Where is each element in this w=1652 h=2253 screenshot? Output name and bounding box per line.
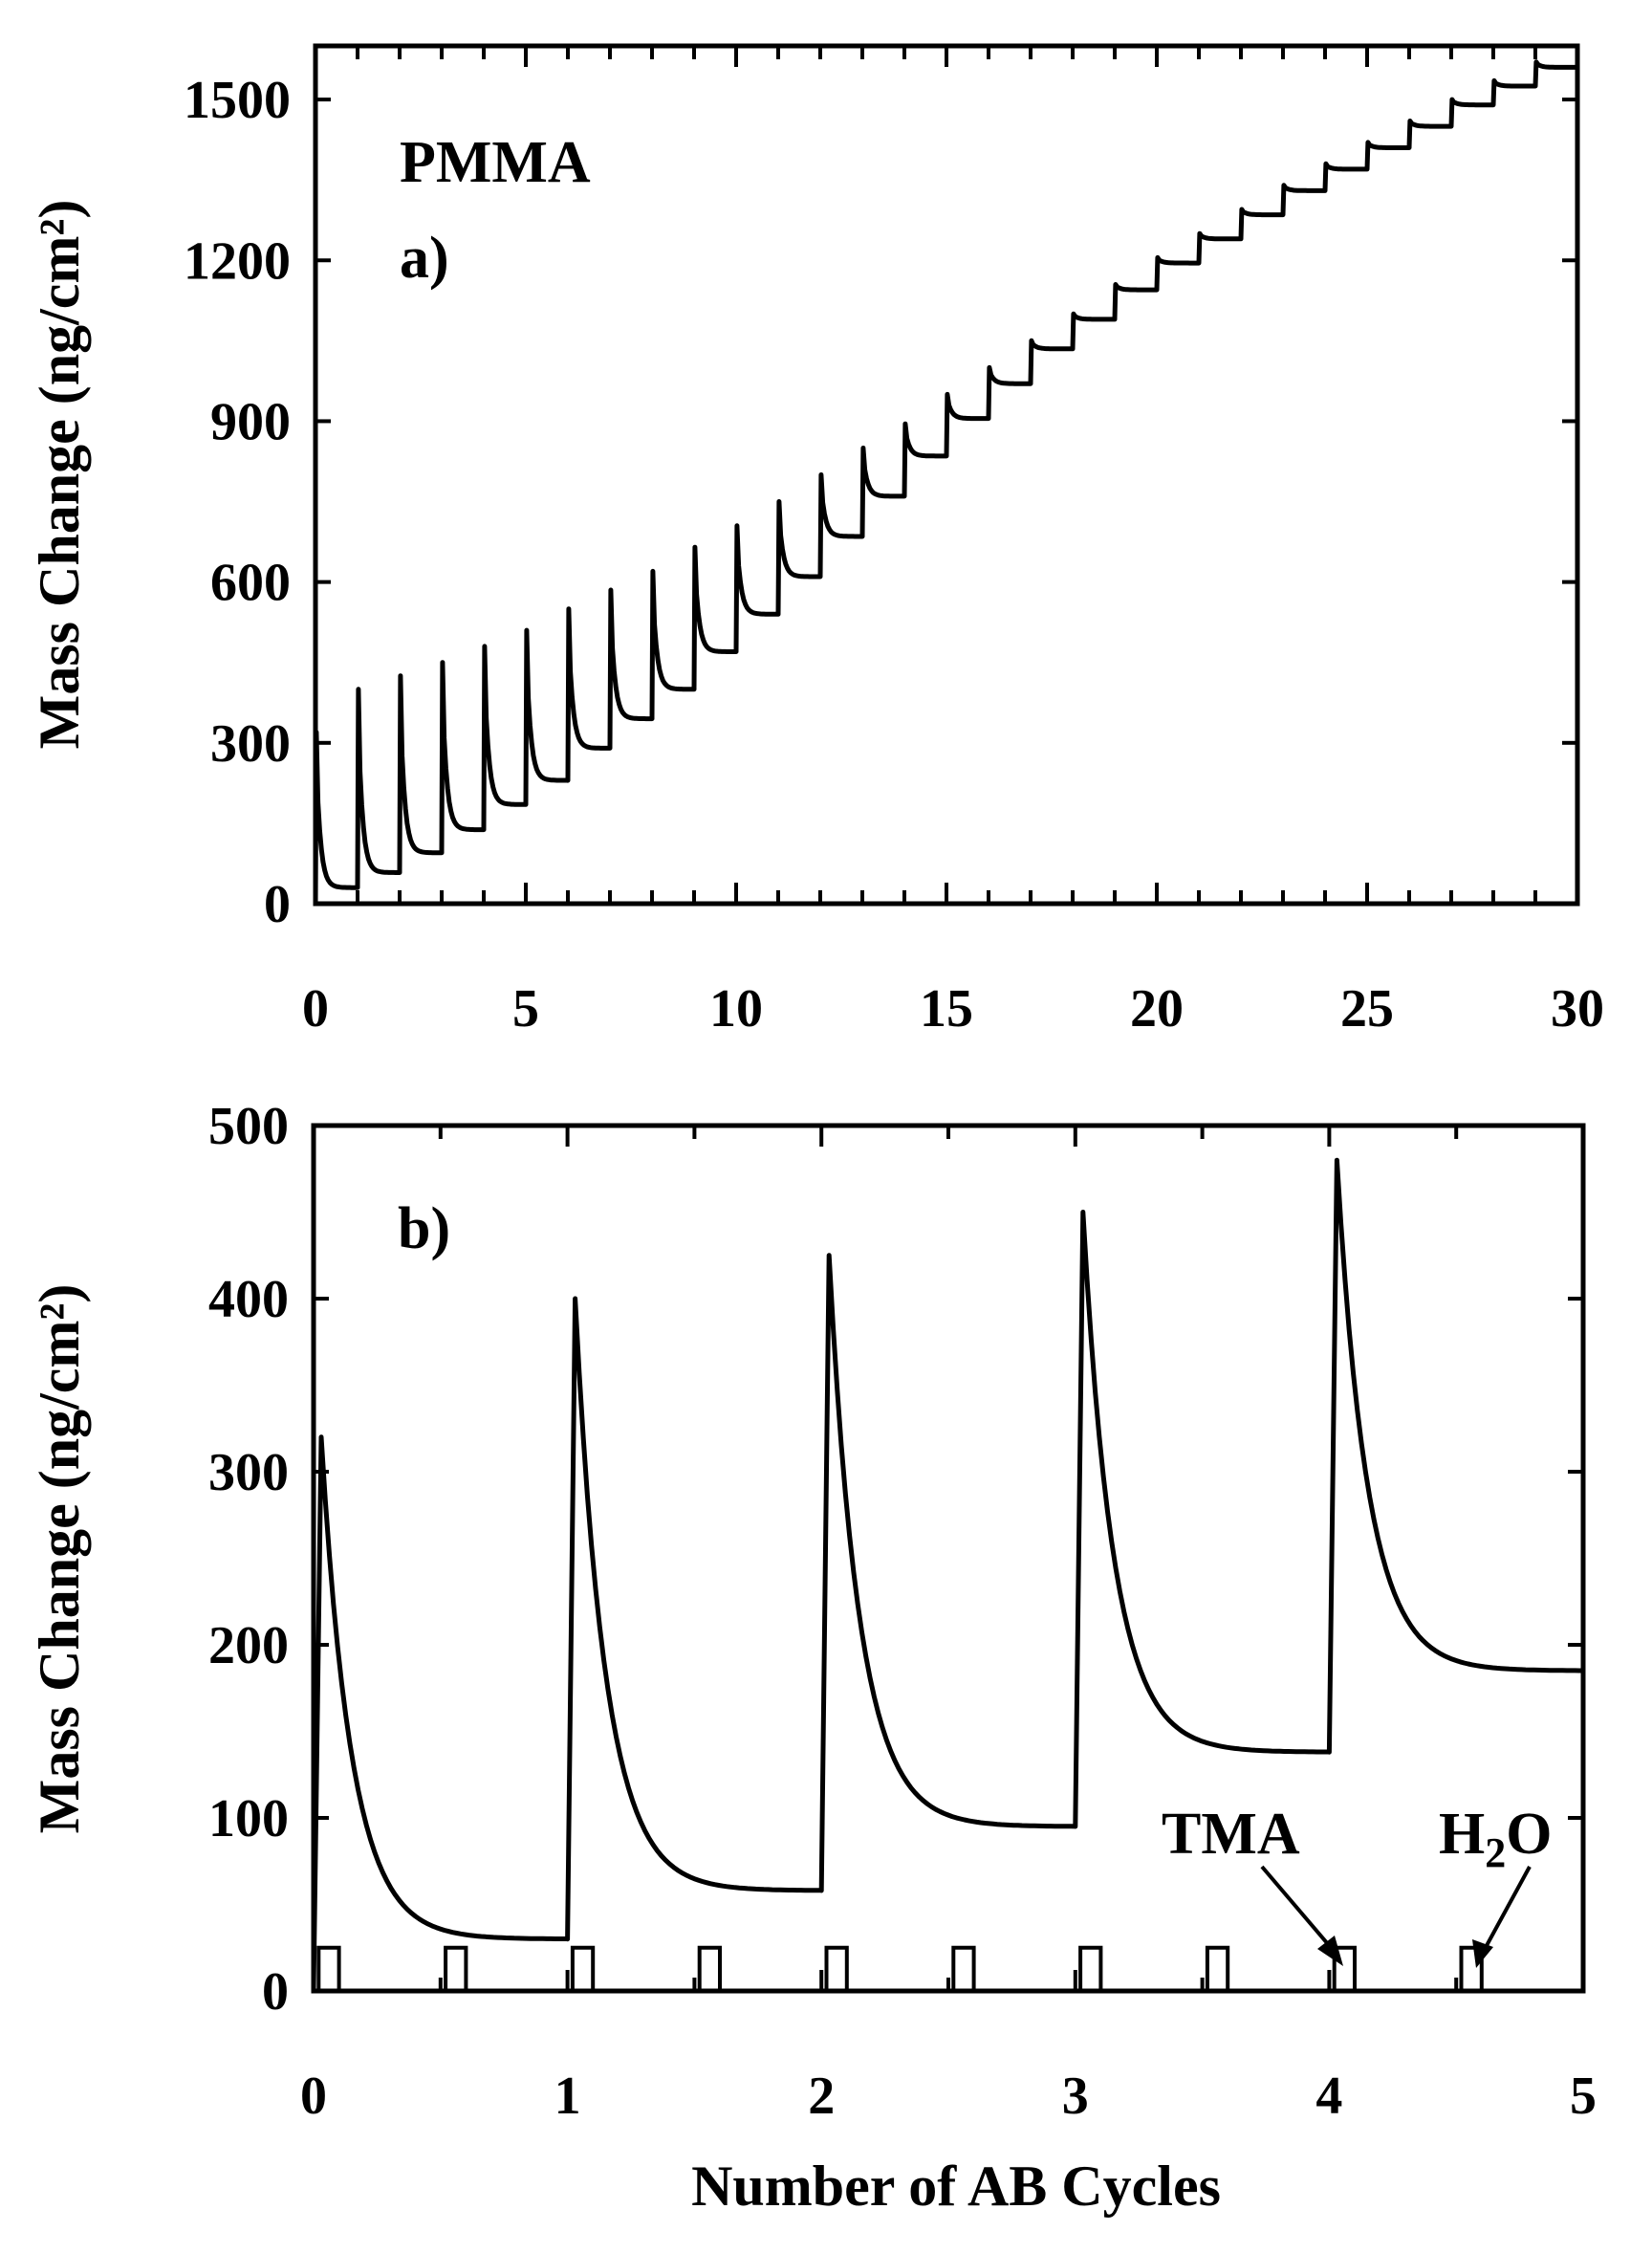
panel-b-y-tick-label: 400 [208,1270,289,1329]
panel-a-y-tick-label: 300 [210,714,291,774]
tma-arrow-head [1317,1936,1343,1966]
panel-a-y-tick-label: 0 [264,875,291,934]
panel-b-mass-change-series [311,1157,1583,1992]
x-axis-title: Number of AB Cycles [691,2155,1221,2218]
panel-b-y-tick-label: 0 [262,1962,289,2022]
panel-b-x-tick-label: 4 [1315,2067,1342,2126]
panel-b-y-ticks: 0 100 200 300 400 500 [208,1097,1583,2022]
panel-a-x-tick-label: 25 [1340,979,1394,1039]
pulse-marker-h2o [1205,1945,1230,1991]
pulse-marker-h2o [951,1945,976,1991]
panel-b-label: b) [398,1196,450,1261]
panel-a-y-tick-label: 900 [210,392,291,451]
panel-a-y-tick-label: 1500 [184,71,291,130]
pulse-marker-h2o [1459,1945,1484,1991]
tma-arrow-line [1260,1865,1336,1953]
panel-a-x-tick-label: 0 [302,979,329,1039]
panel-a-y-tick-label: 1200 [184,231,291,291]
panel-b-x-tick-label: 1 [554,2067,581,2126]
panel-a-label: a) [400,226,449,291]
panel-b-x-tick-label: 0 [300,2067,327,2126]
panel-b-plot-frame [311,1123,1586,1994]
panel-b-y-axis-title: Mass Change (ng/cm²) [28,1284,91,1834]
pulse-marker-tma [316,1945,341,1991]
panel-a-y-tick-label: 600 [210,554,291,613]
h2o-annotation-label: H2O [1439,1802,1552,1876]
h2o-arrow-head [1472,1939,1493,1968]
panel-a-y-axis-title: Mass Change (ng/cm²) [28,200,91,750]
panel-a-x-tick-label: 10 [709,979,763,1039]
pulse-marker-tma [570,1945,596,1991]
panel-b-y-tick-label: 100 [208,1789,289,1848]
h2o-arrow-line [1482,1866,1532,1952]
pulse-marker-tma [1078,1945,1103,1991]
panel-a-mass-change-series [313,59,1579,905]
panel-b-y-tick-label: 200 [208,1616,289,1675]
tma-annotation-label: TMA [1162,1802,1300,1867]
panel-b: 0 100 200 300 400 500 0 1 2 3 4 5 b) Mass Change (… [28,1097,1597,2218]
panel-b-pulse-markers [316,1945,1484,1991]
panel-a-y-ticks: 0 300 600 900 1200 1500 [184,71,1577,934]
panel-a-x-ticks: 0 5 10 15 20 25 30 [302,46,1604,1039]
panel-b-y-tick-label: 500 [208,1097,289,1156]
h2o-label-subscript: 2 [1485,1829,1506,1876]
panel-b-x-ticks: 0 1 2 3 4 5 [300,1126,1597,2126]
panel-a-material-label: PMMA [400,130,591,195]
pulse-marker-tma [824,1945,849,1991]
pulse-marker-h2o [697,1945,722,1991]
panel-b-x-tick-label: 5 [1570,2067,1597,2126]
h2o-label-h: H [1439,1802,1485,1867]
panel-a-x-tick-label: 5 [512,979,539,1039]
panel-a-x-tick-label: 30 [1551,979,1604,1039]
pulse-marker-h2o [444,1945,468,1991]
panel-b-x-tick-label: 2 [808,2067,835,2126]
panel-b-y-tick-label: 300 [208,1443,289,1502]
pulse-marker-tma [1332,1945,1357,1991]
panel-a-x-tick-label: 15 [920,979,973,1039]
panel-a-x-tick-label: 20 [1130,979,1184,1039]
h2o-label-o: O [1506,1802,1552,1867]
panel-b-x-tick-label: 3 [1062,2067,1089,2126]
